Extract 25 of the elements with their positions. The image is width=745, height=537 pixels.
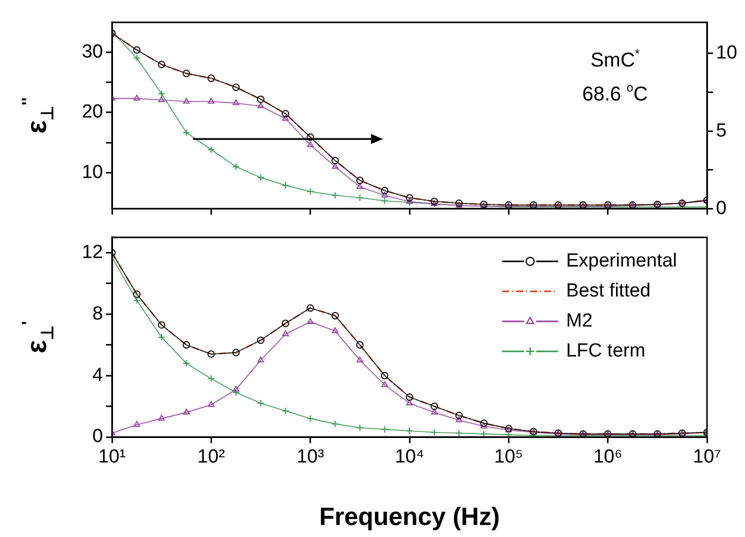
y-axis-title: ε⊥' [18,321,57,354]
x-tick-label: 10⁷ [692,446,722,468]
y-tick-label: 4 [92,364,104,386]
y2-tick-label: 5 [716,120,727,142]
y-tick-label: 30 [82,42,103,63]
x-tick-label: 10⁵ [494,446,524,468]
x-tick-label: 10⁶ [593,446,622,468]
legend-label: LFC term [566,340,646,362]
annotation: SmC* [590,46,640,72]
y-tick-label: 0 [92,426,103,448]
x-tick-label: 10⁴ [394,446,424,468]
y-tick-label: 10 [82,162,103,183]
x-axis-title: Frequency (Hz) [319,502,500,531]
legend-label: M2 [566,310,593,332]
legend-label: Best fitted [566,280,651,302]
x-tick-label: 10² [197,446,225,468]
legend-label: Experimental [566,250,678,272]
y2-tick-label: 10 [716,42,738,64]
y-axis-title: ε⊥'' [18,97,57,134]
y-tick-label: 8 [92,303,103,324]
x-tick-label: 10¹ [98,446,126,468]
y-tick-label: 12 [82,242,103,263]
x-tick-label: 10³ [296,446,324,468]
y-tick-label: 20 [82,102,103,123]
y2-tick-label: 0 [716,198,727,219]
